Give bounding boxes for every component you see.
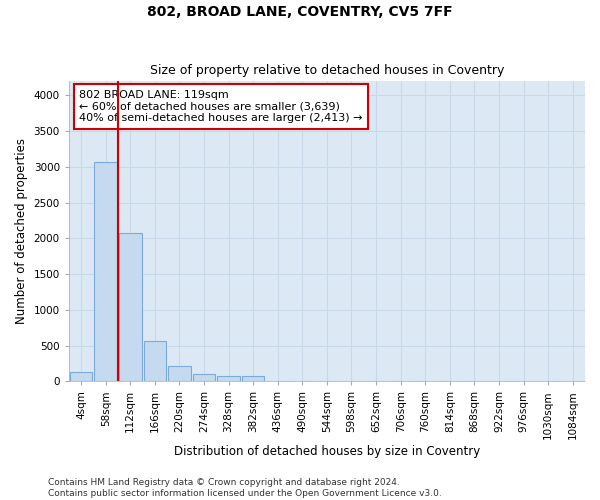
Text: 802, BROAD LANE, COVENTRY, CV5 7FF: 802, BROAD LANE, COVENTRY, CV5 7FF [147, 5, 453, 19]
Bar [217, 376, 240, 382]
Bar [70, 372, 92, 382]
X-axis label: Distribution of detached houses by size in Coventry: Distribution of detached houses by size … [174, 444, 480, 458]
Text: Contains HM Land Registry data © Crown copyright and database right 2024.
Contai: Contains HM Land Registry data © Crown c… [48, 478, 442, 498]
Bar [242, 376, 265, 382]
Bar [119, 232, 142, 382]
Bar [168, 366, 191, 382]
Y-axis label: Number of detached properties: Number of detached properties [15, 138, 28, 324]
Bar [94, 162, 117, 382]
Title: Size of property relative to detached houses in Coventry: Size of property relative to detached ho… [150, 64, 504, 77]
Text: 802 BROAD LANE: 119sqm
← 60% of detached houses are smaller (3,639)
40% of semi-: 802 BROAD LANE: 119sqm ← 60% of detached… [79, 90, 362, 123]
Bar [193, 374, 215, 382]
Bar [143, 341, 166, 382]
